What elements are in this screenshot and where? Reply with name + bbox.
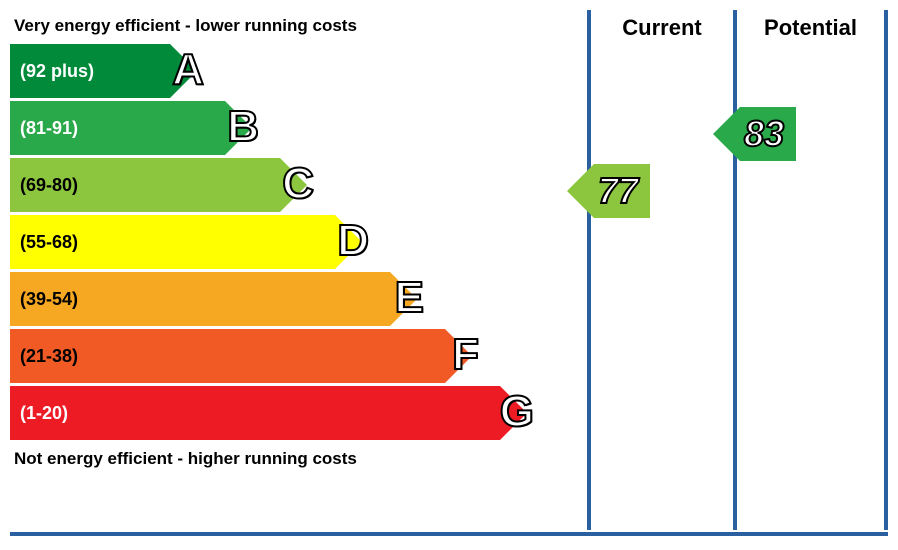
baseline-rule xyxy=(10,532,888,536)
band-range-label: (69-80) xyxy=(10,158,280,212)
band-letter-d: D xyxy=(337,216,368,266)
rating-columns: Current 77 Potential 83 xyxy=(591,10,888,530)
band-bar-c: (69-80)C xyxy=(10,158,307,212)
band-bar-e: (39-54)E xyxy=(10,272,417,326)
potential-pointer-body: 83 xyxy=(740,107,796,161)
band-bar-d: (55-68)D xyxy=(10,215,362,269)
potential-column: Potential 83 xyxy=(733,10,888,530)
band-bar-b: (81-91)B xyxy=(10,101,252,155)
band-letter-g: G xyxy=(500,387,533,437)
current-header: Current xyxy=(591,10,733,50)
current-column: Current 77 xyxy=(587,10,737,530)
band-letter-e: E xyxy=(395,273,423,323)
pointer-arrow-icon xyxy=(713,107,740,161)
band-letter-a: A xyxy=(172,45,203,95)
band-bar-f: (21-38)F xyxy=(10,329,472,383)
band-range-label: (55-68) xyxy=(10,215,335,269)
band-range-label: (21-38) xyxy=(10,329,445,383)
band-letter-b: B xyxy=(227,102,258,152)
band-range-label: (1-20) xyxy=(10,386,500,440)
band-bar-g: (1-20)G xyxy=(10,386,527,440)
band-range-label: (92 plus) xyxy=(10,44,170,98)
potential-value: 83 xyxy=(744,113,784,155)
potential-pointer: 83 xyxy=(713,107,796,161)
band-range-label: (39-54) xyxy=(10,272,390,326)
band-bar-a: (92 plus)A xyxy=(10,44,197,98)
pointer-arrow-icon xyxy=(567,164,594,218)
band-letter-f: F xyxy=(452,330,478,380)
band-letter-c: C xyxy=(282,159,313,209)
current-pointer-body: 77 xyxy=(594,164,650,218)
epc-chart: Very energy efficient - lower running co… xyxy=(0,0,898,550)
potential-header: Potential xyxy=(737,10,884,50)
band-range-label: (81-91) xyxy=(10,101,225,155)
current-pointer: 77 xyxy=(567,164,650,218)
current-value: 77 xyxy=(598,170,638,212)
